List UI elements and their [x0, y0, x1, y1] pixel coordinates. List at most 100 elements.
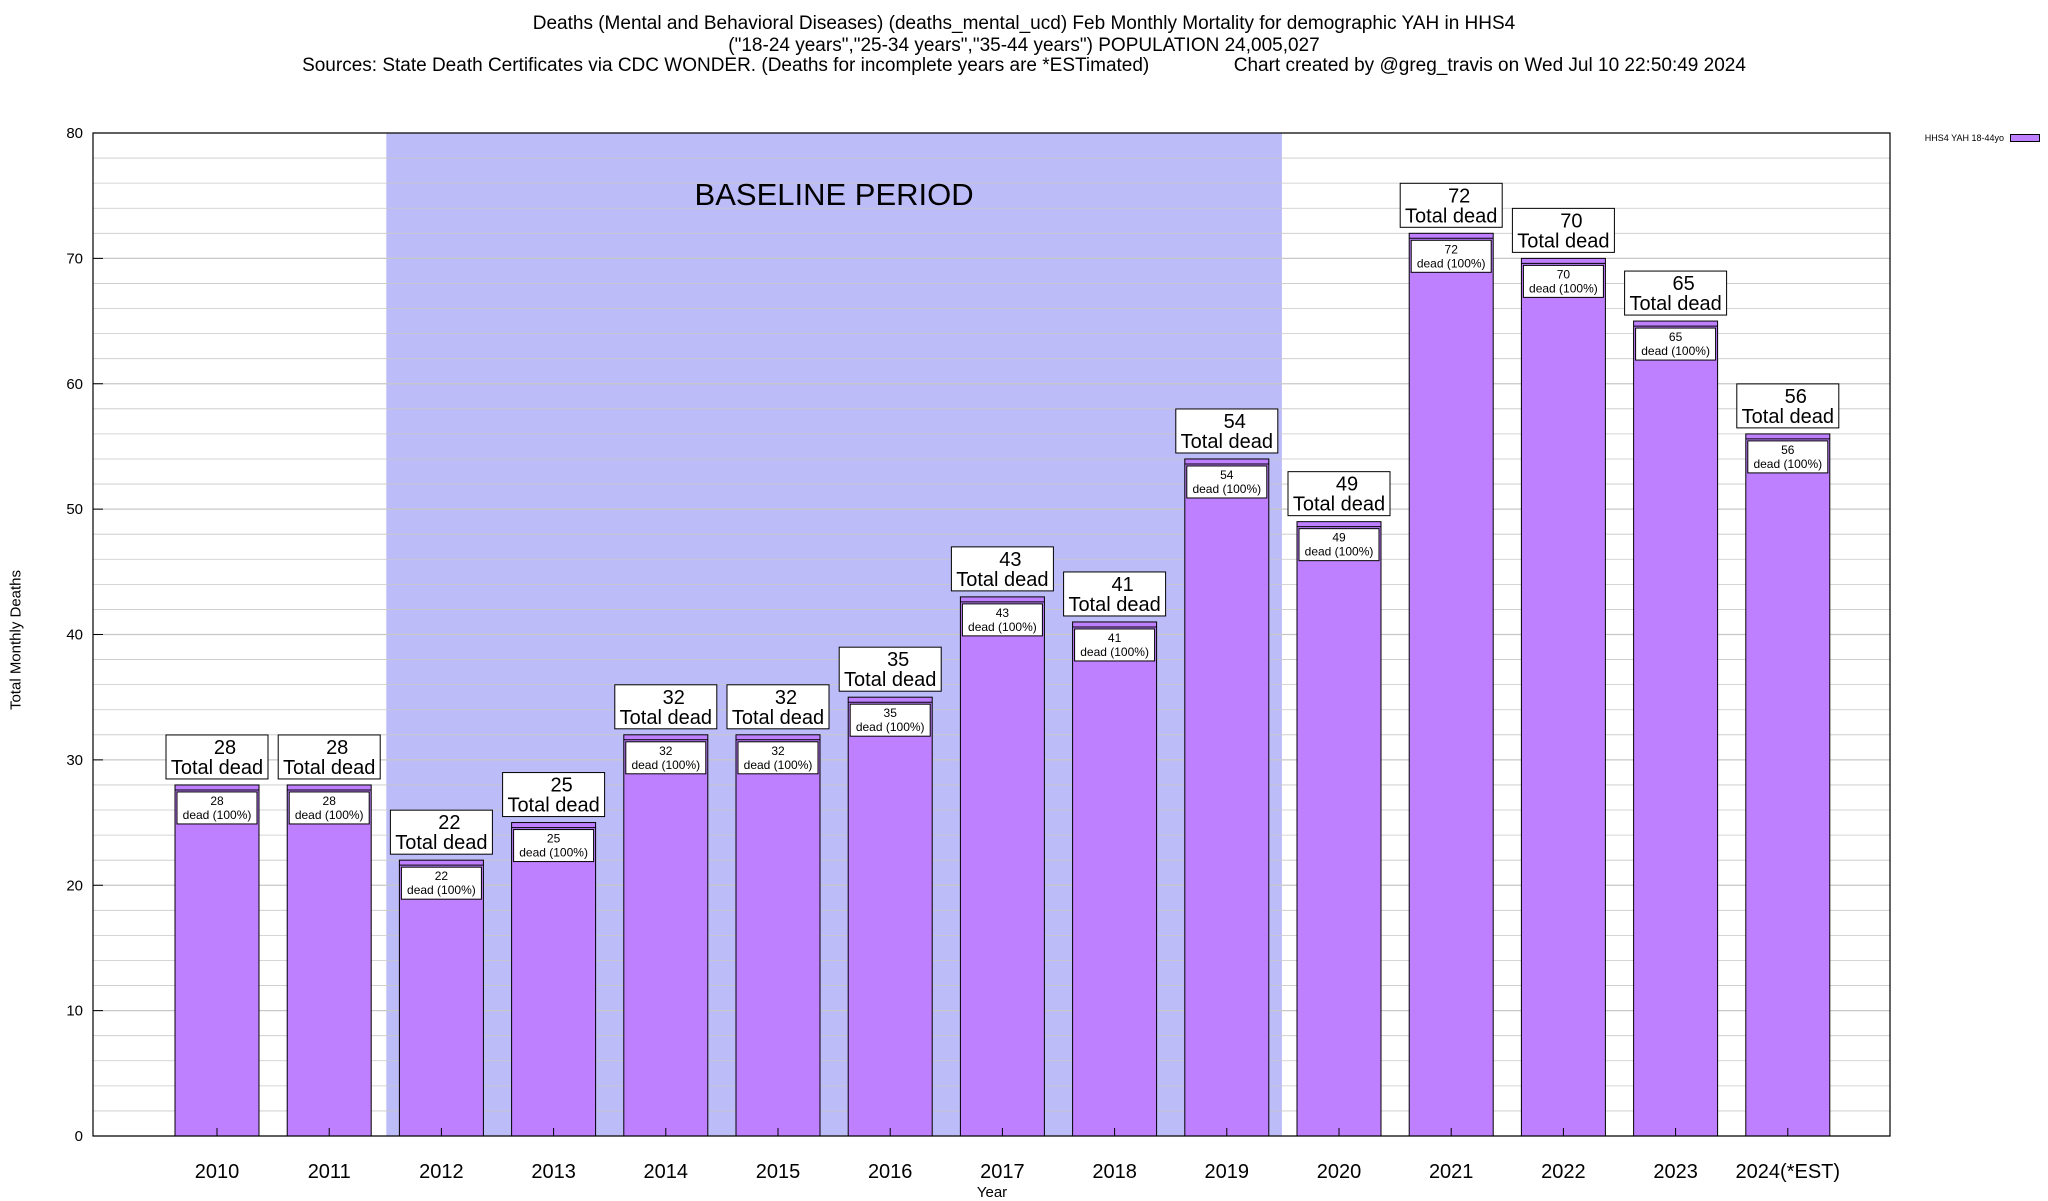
x-tick-label: 2019	[1205, 1161, 1250, 1183]
inner-label-box	[849, 703, 931, 737]
inner-percent-label: dead (100%)	[968, 620, 1037, 634]
total-text-label: Total dead	[844, 669, 936, 691]
total-label-box	[165, 734, 269, 780]
bar	[1296, 521, 1382, 1137]
bar	[1184, 458, 1270, 1137]
inner-value-label: 65	[1669, 330, 1683, 344]
y-tick-label: 0	[75, 1128, 83, 1145]
inner-percent-label: dead (100%)	[1753, 457, 1822, 471]
bar	[847, 696, 933, 1137]
total-value-label: 28	[214, 737, 236, 759]
x-tick-label: 2018	[1092, 1161, 1137, 1183]
y-tick-label: 80	[66, 125, 83, 142]
inner-value-label: 70	[1557, 267, 1571, 281]
inner-value-label: 72	[1445, 242, 1459, 256]
total-label-box	[614, 684, 718, 730]
inner-percent-label: dead (100%)	[744, 758, 813, 772]
x-tick-label: 2011	[308, 1161, 351, 1183]
total-text-label: Total dead	[956, 569, 1048, 591]
inner-label-box	[1522, 264, 1604, 298]
inner-label-box	[288, 791, 370, 825]
total-value-label: 54	[1224, 411, 1246, 433]
x-tick-label: 2024(*EST)	[1736, 1161, 1841, 1183]
y-tick-label: 20	[66, 877, 83, 894]
total-value-label: 72	[1448, 185, 1470, 207]
total-label-box	[1511, 207, 1615, 253]
bar	[1072, 621, 1158, 1137]
inner-value-label: 41	[1108, 631, 1122, 645]
inner-percent-label: dead (100%)	[1529, 281, 1598, 295]
bar	[1633, 320, 1719, 1137]
y-tick-label: 40	[66, 627, 83, 644]
inner-label-box	[400, 866, 482, 900]
inner-percent-label: dead (100%)	[295, 808, 364, 822]
inner-percent-label: dead (100%)	[1080, 645, 1149, 659]
x-tick-label: 2023	[1653, 1161, 1698, 1183]
total-value-label: 25	[550, 775, 572, 797]
bar	[511, 822, 597, 1137]
y-tick-label: 70	[66, 250, 83, 267]
x-tick-label: 2014	[644, 1161, 689, 1183]
inner-label-box	[1186, 465, 1268, 499]
total-label-box	[1287, 471, 1391, 517]
inner-value-label: 32	[771, 744, 785, 758]
total-value-label: 56	[1785, 386, 1807, 408]
inner-percent-label: dead (100%)	[1641, 344, 1710, 358]
inner-label-box	[1747, 440, 1829, 474]
total-text-label: Total dead	[1517, 230, 1609, 252]
total-text-label: Total dead	[732, 707, 824, 729]
total-label-box	[1624, 270, 1728, 316]
total-text-label: Total dead	[507, 795, 599, 817]
inner-label-box	[625, 741, 707, 775]
total-text-label: Total dead	[1742, 406, 1834, 428]
inner-percent-label: dead (100%)	[856, 720, 925, 734]
inner-percent-label: dead (100%)	[1192, 482, 1261, 496]
plot-frame	[92, 132, 1891, 1137]
chart-source-line: Sources: State Death Certificates via CD…	[302, 55, 1746, 76]
x-tick-label: 2021	[1429, 1161, 1474, 1183]
inner-percent-label: dead (100%)	[631, 758, 700, 772]
total-text-label: Total dead	[171, 757, 263, 779]
total-label-box	[389, 809, 493, 855]
inner-label-box	[1074, 628, 1156, 662]
total-value-label: 28	[326, 737, 348, 759]
chart-subtitle: ("18-24 years","25-34 years","35-44 year…	[728, 35, 1320, 56]
total-label-box	[838, 646, 942, 692]
inner-percent-label: dead (100%)	[1305, 545, 1374, 559]
y-tick-label: 10	[66, 1003, 83, 1020]
total-text-label: Total dead	[395, 832, 487, 854]
total-label-box	[1175, 408, 1279, 454]
inner-percent-label: dead (100%)	[1417, 256, 1486, 270]
total-label-box	[1063, 571, 1167, 617]
bar	[286, 784, 372, 1137]
bar	[1408, 232, 1494, 1137]
total-label-box	[1736, 383, 1840, 429]
y-tick-label: 30	[66, 752, 83, 769]
bar	[959, 596, 1045, 1137]
inner-label-box	[961, 603, 1043, 637]
total-text-label: Total dead	[1068, 594, 1160, 616]
total-value-label: 65	[1672, 273, 1694, 295]
inner-value-label: 35	[884, 706, 898, 720]
inner-value-label: 32	[659, 744, 673, 758]
total-value-label: 22	[438, 812, 460, 834]
bar	[1520, 257, 1606, 1137]
inner-value-label: 28	[210, 794, 224, 808]
x-tick-label: 2022	[1541, 1161, 1586, 1183]
bar	[398, 859, 484, 1137]
legend-swatch	[2010, 134, 2040, 142]
x-tick-label: 2012	[419, 1161, 464, 1183]
inner-value-label: 54	[1220, 468, 1234, 482]
total-label-box	[502, 772, 606, 818]
chart-title: Deaths (Mental and Behavioral Diseases) …	[532, 13, 1516, 34]
inner-label-box	[513, 829, 595, 863]
legend-label: HHS4 YAH 18-44yo	[1924, 133, 2004, 143]
total-value-label: 32	[775, 687, 797, 709]
inner-label-box	[1298, 528, 1380, 562]
inner-label-box	[737, 741, 819, 775]
total-label-box	[277, 734, 381, 780]
inner-value-label: 56	[1781, 443, 1795, 457]
y-axis-label: Total Monthly Deaths	[7, 569, 25, 711]
total-label-box	[1399, 182, 1503, 228]
